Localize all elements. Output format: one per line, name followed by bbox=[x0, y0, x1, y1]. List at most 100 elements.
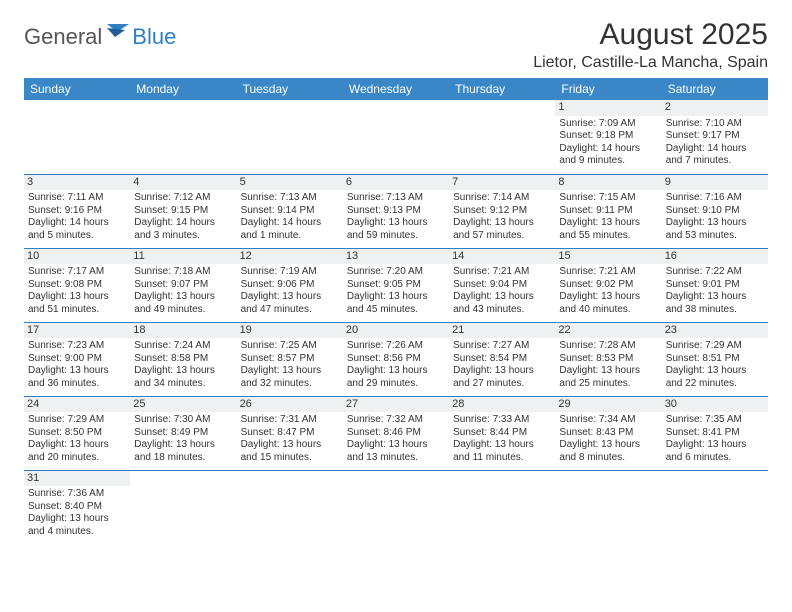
calendar-cell: 5Sunrise: 7:13 AMSunset: 9:14 PMDaylight… bbox=[237, 174, 343, 248]
day-number: 31 bbox=[24, 471, 130, 487]
cell-dl2: and 29 minutes. bbox=[347, 378, 445, 391]
cell-sr: Sunrise: 7:25 AM bbox=[241, 340, 339, 353]
cell-dl1: Daylight: 13 hours bbox=[666, 291, 764, 304]
cell-dl2: and 47 minutes. bbox=[241, 304, 339, 317]
calendar-cell: 7Sunrise: 7:14 AMSunset: 9:12 PMDaylight… bbox=[449, 174, 555, 248]
cell-dl1: Daylight: 13 hours bbox=[134, 291, 232, 304]
cell-dl2: and 27 minutes. bbox=[453, 378, 551, 391]
logo-text-general: General bbox=[24, 24, 102, 50]
cell-sr: Sunrise: 7:13 AM bbox=[347, 192, 445, 205]
day-number: 25 bbox=[130, 397, 236, 413]
calendar-cell bbox=[343, 470, 449, 544]
cell-dl2: and 49 minutes. bbox=[134, 304, 232, 317]
cell-ss: Sunset: 8:40 PM bbox=[28, 501, 126, 514]
cell-ss: Sunset: 9:13 PM bbox=[347, 205, 445, 218]
calendar-cell: 14Sunrise: 7:21 AMSunset: 9:04 PMDayligh… bbox=[449, 248, 555, 322]
day-number: 19 bbox=[237, 323, 343, 339]
cell-dl2: and 8 minutes. bbox=[559, 452, 657, 465]
cell-dl1: Daylight: 13 hours bbox=[241, 365, 339, 378]
day-number: 20 bbox=[343, 323, 449, 339]
cell-ss: Sunset: 9:05 PM bbox=[347, 279, 445, 292]
calendar-cell: 16Sunrise: 7:22 AMSunset: 9:01 PMDayligh… bbox=[662, 248, 768, 322]
cell-sr: Sunrise: 7:13 AM bbox=[241, 192, 339, 205]
cell-ss: Sunset: 8:57 PM bbox=[241, 353, 339, 366]
day-number: 27 bbox=[343, 397, 449, 413]
logo: General Blue bbox=[24, 18, 176, 50]
cell-sr: Sunrise: 7:17 AM bbox=[28, 266, 126, 279]
cell-ss: Sunset: 8:54 PM bbox=[453, 353, 551, 366]
day-number: 9 bbox=[662, 175, 768, 191]
cell-ss: Sunset: 9:14 PM bbox=[241, 205, 339, 218]
cell-sr: Sunrise: 7:16 AM bbox=[666, 192, 764, 205]
cell-dl2: and 51 minutes. bbox=[28, 304, 126, 317]
cell-sr: Sunrise: 7:35 AM bbox=[666, 414, 764, 427]
cell-dl2: and 13 minutes. bbox=[347, 452, 445, 465]
cell-dl1: Daylight: 13 hours bbox=[666, 217, 764, 230]
calendar-row: 31Sunrise: 7:36 AMSunset: 8:40 PMDayligh… bbox=[24, 470, 768, 544]
cell-dl1: Daylight: 13 hours bbox=[134, 439, 232, 452]
cell-ss: Sunset: 8:49 PM bbox=[134, 427, 232, 440]
weekday-header: Monday bbox=[130, 78, 236, 100]
calendar-head: SundayMondayTuesdayWednesdayThursdayFrid… bbox=[24, 78, 768, 100]
cell-ss: Sunset: 8:41 PM bbox=[666, 427, 764, 440]
header: General Blue August 2025 Lietor, Castill… bbox=[24, 18, 768, 72]
weekday-header: Sunday bbox=[24, 78, 130, 100]
cell-sr: Sunrise: 7:12 AM bbox=[134, 192, 232, 205]
cell-ss: Sunset: 8:58 PM bbox=[134, 353, 232, 366]
cell-dl1: Daylight: 13 hours bbox=[347, 291, 445, 304]
calendar-cell: 8Sunrise: 7:15 AMSunset: 9:11 PMDaylight… bbox=[555, 174, 661, 248]
cell-ss: Sunset: 8:46 PM bbox=[347, 427, 445, 440]
calendar-cell: 23Sunrise: 7:29 AMSunset: 8:51 PMDayligh… bbox=[662, 322, 768, 396]
month-title: August 2025 bbox=[533, 18, 768, 52]
cell-ss: Sunset: 8:47 PM bbox=[241, 427, 339, 440]
day-number: 3 bbox=[24, 175, 130, 191]
cell-dl2: and 25 minutes. bbox=[559, 378, 657, 391]
calendar-cell bbox=[662, 470, 768, 544]
calendar-cell bbox=[343, 100, 449, 174]
day-number: 2 bbox=[662, 100, 768, 116]
cell-dl2: and 22 minutes. bbox=[666, 378, 764, 391]
cell-sr: Sunrise: 7:19 AM bbox=[241, 266, 339, 279]
cell-dl2: and 7 minutes. bbox=[666, 155, 764, 168]
cell-dl1: Daylight: 13 hours bbox=[453, 439, 551, 452]
calendar-cell: 18Sunrise: 7:24 AMSunset: 8:58 PMDayligh… bbox=[130, 322, 236, 396]
calendar-cell: 11Sunrise: 7:18 AMSunset: 9:07 PMDayligh… bbox=[130, 248, 236, 322]
cell-dl2: and 6 minutes. bbox=[666, 452, 764, 465]
day-number: 6 bbox=[343, 175, 449, 191]
day-number: 22 bbox=[555, 323, 661, 339]
cell-sr: Sunrise: 7:30 AM bbox=[134, 414, 232, 427]
calendar-cell: 13Sunrise: 7:20 AMSunset: 9:05 PMDayligh… bbox=[343, 248, 449, 322]
cell-dl1: Daylight: 13 hours bbox=[347, 217, 445, 230]
calendar-cell: 29Sunrise: 7:34 AMSunset: 8:43 PMDayligh… bbox=[555, 396, 661, 470]
calendar-cell: 30Sunrise: 7:35 AMSunset: 8:41 PMDayligh… bbox=[662, 396, 768, 470]
cell-ss: Sunset: 9:04 PM bbox=[453, 279, 551, 292]
day-number: 29 bbox=[555, 397, 661, 413]
weekday-header: Saturday bbox=[662, 78, 768, 100]
cell-sr: Sunrise: 7:33 AM bbox=[453, 414, 551, 427]
location: Lietor, Castille-La Mancha, Spain bbox=[533, 54, 768, 72]
calendar-cell: 1Sunrise: 7:09 AMSunset: 9:18 PMDaylight… bbox=[555, 100, 661, 174]
cell-dl1: Daylight: 13 hours bbox=[559, 439, 657, 452]
cell-ss: Sunset: 9:16 PM bbox=[28, 205, 126, 218]
cell-dl2: and 1 minute. bbox=[241, 230, 339, 243]
cell-ss: Sunset: 8:50 PM bbox=[28, 427, 126, 440]
cell-dl1: Daylight: 14 hours bbox=[28, 217, 126, 230]
cell-sr: Sunrise: 7:20 AM bbox=[347, 266, 445, 279]
cell-ss: Sunset: 8:44 PM bbox=[453, 427, 551, 440]
day-number: 18 bbox=[130, 323, 236, 339]
calendar-cell: 15Sunrise: 7:21 AMSunset: 9:02 PMDayligh… bbox=[555, 248, 661, 322]
cell-dl1: Daylight: 13 hours bbox=[347, 365, 445, 378]
calendar-cell: 17Sunrise: 7:23 AMSunset: 9:00 PMDayligh… bbox=[24, 322, 130, 396]
cell-ss: Sunset: 9:12 PM bbox=[453, 205, 551, 218]
cell-sr: Sunrise: 7:27 AM bbox=[453, 340, 551, 353]
cell-ss: Sunset: 8:53 PM bbox=[559, 353, 657, 366]
calendar-cell: 24Sunrise: 7:29 AMSunset: 8:50 PMDayligh… bbox=[24, 396, 130, 470]
cell-dl1: Daylight: 13 hours bbox=[559, 291, 657, 304]
cell-dl1: Daylight: 13 hours bbox=[28, 365, 126, 378]
cell-dl1: Daylight: 13 hours bbox=[666, 365, 764, 378]
cell-dl2: and 36 minutes. bbox=[28, 378, 126, 391]
cell-sr: Sunrise: 7:34 AM bbox=[559, 414, 657, 427]
day-number: 26 bbox=[237, 397, 343, 413]
cell-sr: Sunrise: 7:29 AM bbox=[666, 340, 764, 353]
calendar-cell: 27Sunrise: 7:32 AMSunset: 8:46 PMDayligh… bbox=[343, 396, 449, 470]
